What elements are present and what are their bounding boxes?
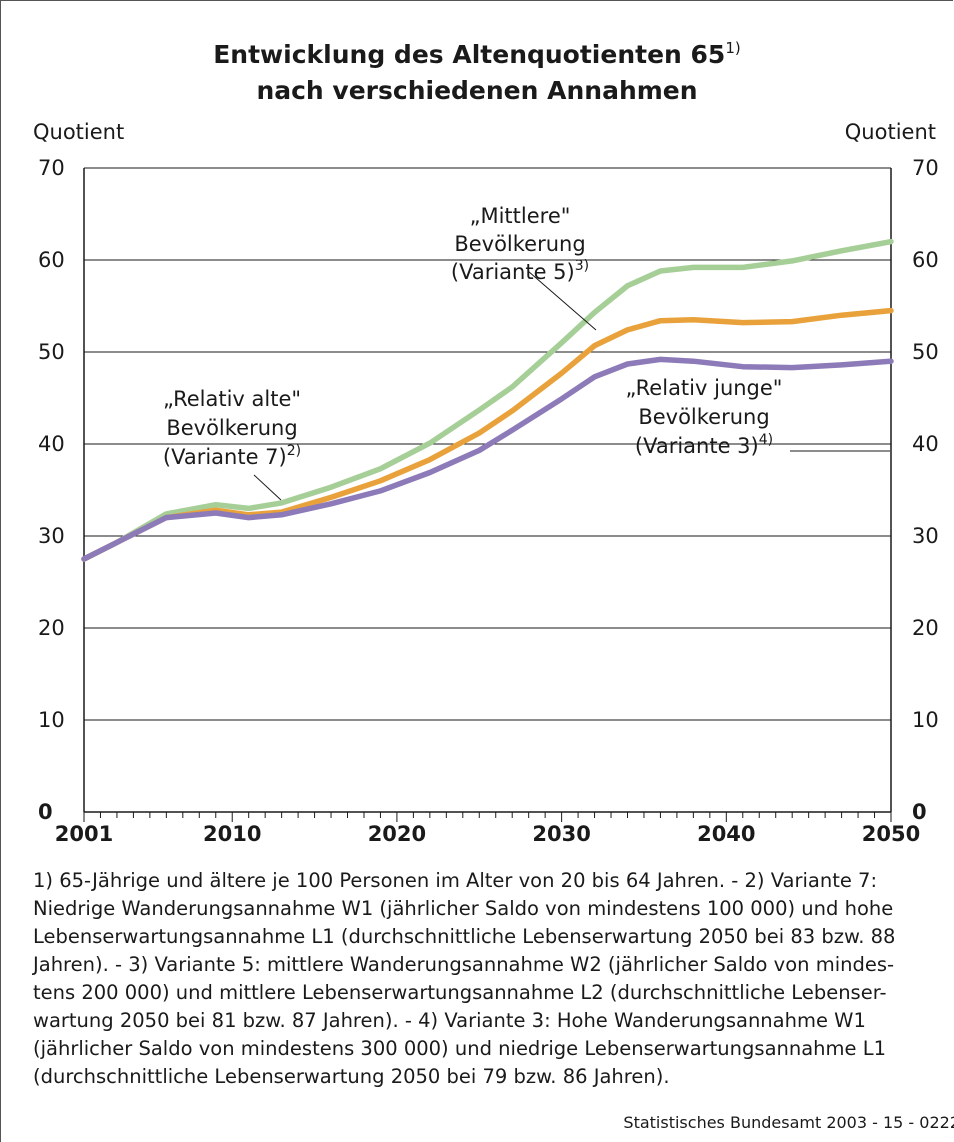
- footnote-line: Lebenserwartungsannahme L1 (durchschnitt…: [33, 925, 896, 948]
- x-tick-label: 2050: [862, 822, 920, 846]
- y-tick-label-right: 70: [912, 156, 939, 180]
- series-line-variante-7: [81, 307, 894, 562]
- series-line-variante-3: [81, 356, 894, 562]
- x-tick-label: 2020: [368, 822, 426, 846]
- y-tick-label-right: 50: [912, 340, 939, 364]
- y-tick-label-right: 10: [912, 708, 939, 732]
- y-tick-label-right: 60: [912, 248, 939, 272]
- series-annotation-label: (Variante 7)2): [163, 443, 301, 469]
- x-tick-label: 2040: [697, 822, 755, 846]
- chart-title-line1: Entwicklung des Altenquotienten 65: [213, 40, 726, 69]
- series-annotation-footnote-ref: 3): [575, 258, 589, 274]
- series-line-variante-5: [81, 238, 894, 562]
- series-annotation-label: (Variante 3)4): [635, 432, 773, 458]
- y-tick-label-left: 70: [38, 156, 65, 180]
- y-tick-label-left: 50: [38, 340, 65, 364]
- y-tick-label-right: 30: [912, 524, 939, 548]
- annotation-leader-variante-5: [527, 270, 597, 331]
- source-note: Statistisches Bundesamt 2003 - 15 - 0222: [623, 1113, 954, 1132]
- footnote-line: (jährlicher Saldo von mindestens 300 000…: [33, 1037, 887, 1060]
- chart-title-line2: nach verschiedenen Annahmen: [256, 76, 698, 105]
- chart-title: Entwicklung des Altenquotienten 651) nac…: [0, 30, 954, 109]
- footnote-line: 1) 65-Jährige und ältere je 100 Personen…: [33, 869, 878, 892]
- series-annotation-label: „Mittlere": [470, 204, 571, 228]
- series-annotation-label: „Relativ junge": [626, 376, 783, 400]
- footnote-line: tens 200 000) und mittlere Lebenserwartu…: [33, 981, 887, 1004]
- x-tick-label: 2030: [532, 822, 590, 846]
- series-annotation-label: (Variante 5)3): [451, 258, 589, 284]
- footnote-line: Jahren). - 3) Variante 5: mittlere Wande…: [33, 953, 895, 976]
- y-tick-label-right: 40: [912, 432, 939, 456]
- y-tick-label-left: 60: [38, 248, 65, 272]
- annotation-leader-variante-7: [253, 474, 282, 501]
- series-annotation-label: „Relativ alte": [163, 387, 301, 411]
- series-annotation-label: Bevölkerung: [454, 232, 585, 256]
- chart-title-footnote-ref: 1): [725, 39, 741, 57]
- footnote-line: Niedrige Wanderungsannahme W1 (jährliche…: [33, 897, 894, 920]
- series-annotation-footnote-ref: 4): [759, 432, 773, 448]
- y-axis-label-left: Quotient: [33, 120, 125, 144]
- y-tick-label-left: 0: [38, 800, 53, 824]
- series-annotation-footnote-ref: 2): [287, 443, 301, 459]
- y-tick-label-right: 0: [912, 800, 927, 824]
- x-tick-label: 2001: [55, 822, 113, 846]
- series-annotation-label: Bevölkerung: [638, 405, 769, 429]
- y-tick-label-left: 10: [38, 708, 65, 732]
- y-tick-label-left: 30: [38, 524, 65, 548]
- y-axis-label-right: Quotient: [844, 120, 936, 144]
- y-tick-label-right: 20: [912, 616, 939, 640]
- x-tick-label: 2010: [203, 822, 261, 846]
- y-tick-label-left: 20: [38, 616, 65, 640]
- y-tick-label-left: 40: [38, 432, 65, 456]
- footnote-line: (durchschnittliche Lebenserwartung 2050 …: [33, 1065, 670, 1088]
- series-annotation-label: Bevölkerung: [166, 416, 297, 440]
- footnote-line: wartung 2050 bei 81 bzw. 87 Jahren). - 4…: [33, 1009, 866, 1032]
- footnotes: 1) 65-Jährige und ältere je 100 Personen…: [33, 867, 933, 1091]
